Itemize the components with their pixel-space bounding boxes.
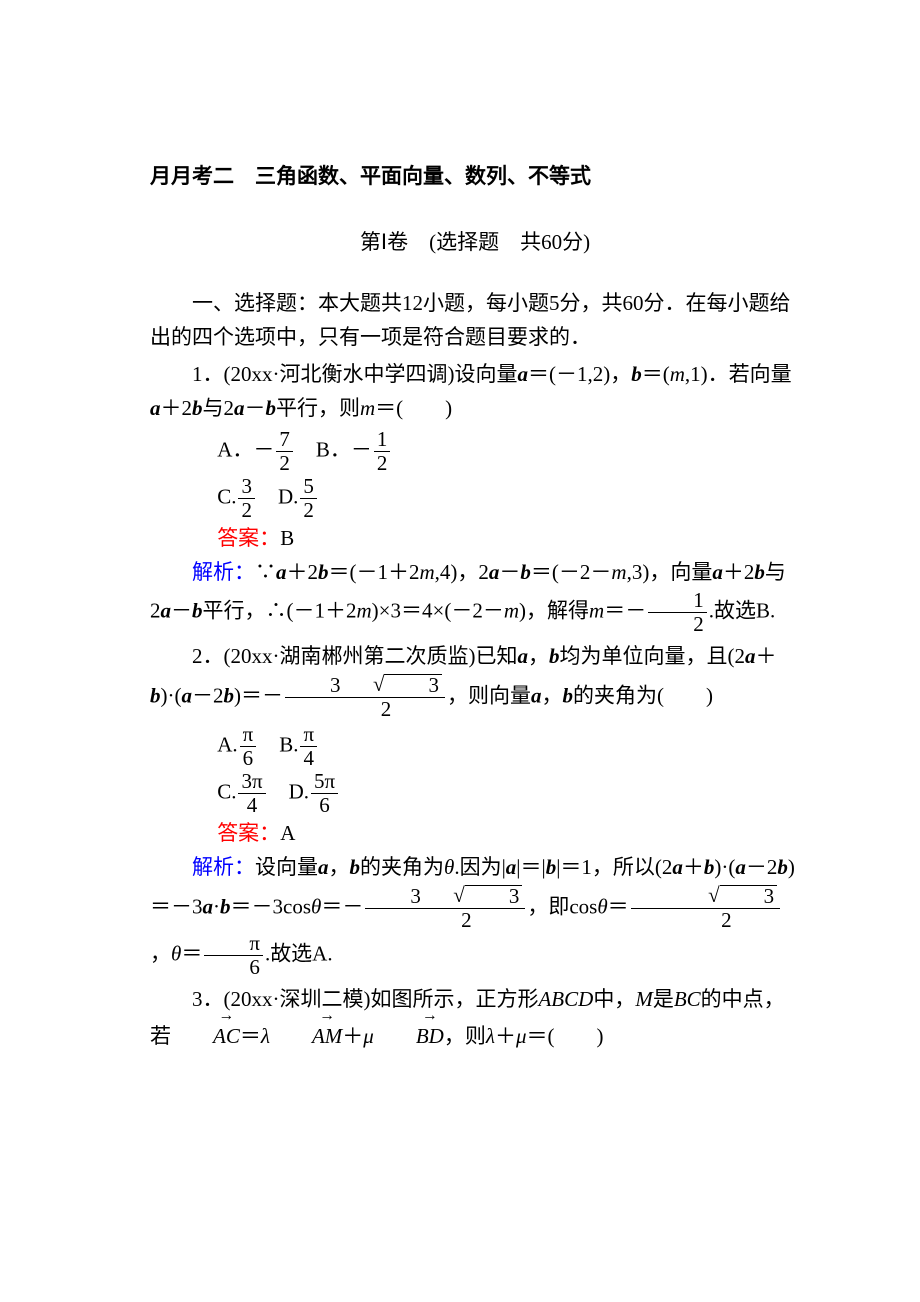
fraction: 52 bbox=[300, 475, 317, 522]
answer-label: 答案： bbox=[217, 526, 280, 550]
fraction: π6 bbox=[240, 723, 257, 770]
vector-bd: BD bbox=[374, 1017, 444, 1054]
fraction: 332 bbox=[285, 674, 445, 721]
answer-value: A bbox=[280, 821, 295, 845]
answer-label: 答案： bbox=[217, 821, 280, 845]
subtitle-post: 分) bbox=[562, 230, 590, 254]
option-row: C.32 D.52 bbox=[217, 475, 800, 522]
sqrt: 3 bbox=[423, 885, 523, 908]
exam-page: 月月考二 三角函数、平面向量、数列、不等式 第Ⅰ卷 (选择题 共60分) 一、选… bbox=[0, 0, 920, 1302]
question-2-answer: 答案：A bbox=[150, 817, 800, 851]
fraction: 332 bbox=[365, 885, 525, 932]
question-2-stem: 2．(20xx·湖南郴州第二次质监)已知a，b均为单位向量，且(2a＋b)·(a… bbox=[150, 640, 800, 721]
sqrt: 3 bbox=[342, 674, 442, 697]
fraction: π4 bbox=[300, 723, 317, 770]
question-2-explanation: 解析：设向量a，b的夹角为θ.因为|a|＝|b|＝1，所以(2a＋b)·(a－2… bbox=[150, 851, 800, 979]
fraction: 12 bbox=[374, 428, 391, 475]
question-1-stem: 1．(20xx·河北衡水中学四调)设向量a＝(－1,2)，b＝(m,1)．若向量… bbox=[150, 358, 800, 425]
fraction: 32 bbox=[631, 885, 781, 932]
option-row: C.3π4 D.5π6 bbox=[217, 770, 800, 817]
fraction: 32 bbox=[238, 475, 255, 522]
fraction: 5π6 bbox=[311, 770, 338, 817]
question-1-answer: 答案：B bbox=[150, 522, 800, 556]
fraction: 12 bbox=[648, 589, 707, 636]
explain-label: 解析： bbox=[192, 855, 255, 879]
option-row: A.π6 B.π4 bbox=[217, 723, 800, 770]
vector-am: AM bbox=[270, 1017, 342, 1054]
page-title: 月月考二 三角函数、平面向量、数列、不等式 bbox=[150, 160, 800, 194]
fraction: 72 bbox=[276, 428, 293, 475]
section-instruction: 一、选择题：本大题共12小题，每小题5分，共60分．在每小题给出的四个选项中，只… bbox=[150, 287, 800, 354]
subtitle-pre: 第Ⅰ卷 (选择题 共 bbox=[360, 230, 541, 254]
explain-label: 解析： bbox=[192, 560, 255, 584]
subtitle-score: 60 bbox=[541, 230, 562, 254]
question-1-explanation: 解析：∵a＋2b＝(－1＋2m,4)，2a－b＝(－2－m,3)，向量a＋2b与… bbox=[150, 556, 800, 637]
option-row: A．－72 B．－12 bbox=[217, 428, 800, 475]
answer-value: B bbox=[280, 526, 294, 550]
question-3-stem: 3．(20xx·深圳二模)如图所示，正方形ABCD中，M是BC的中点，若AC＝λ… bbox=[150, 983, 800, 1053]
question-1-options: A．－72 B．－12 C.32 D.52 bbox=[150, 428, 800, 522]
sqrt: 3 bbox=[678, 885, 778, 908]
fraction: 3π4 bbox=[238, 770, 265, 817]
vector-ac: AC bbox=[171, 1017, 240, 1054]
paper-part-heading: 第Ⅰ卷 (选择题 共60分) bbox=[150, 226, 800, 260]
question-2-options: A.π6 B.π4 C.3π4 D.5π6 bbox=[150, 723, 800, 817]
fraction: π6 bbox=[204, 932, 263, 979]
